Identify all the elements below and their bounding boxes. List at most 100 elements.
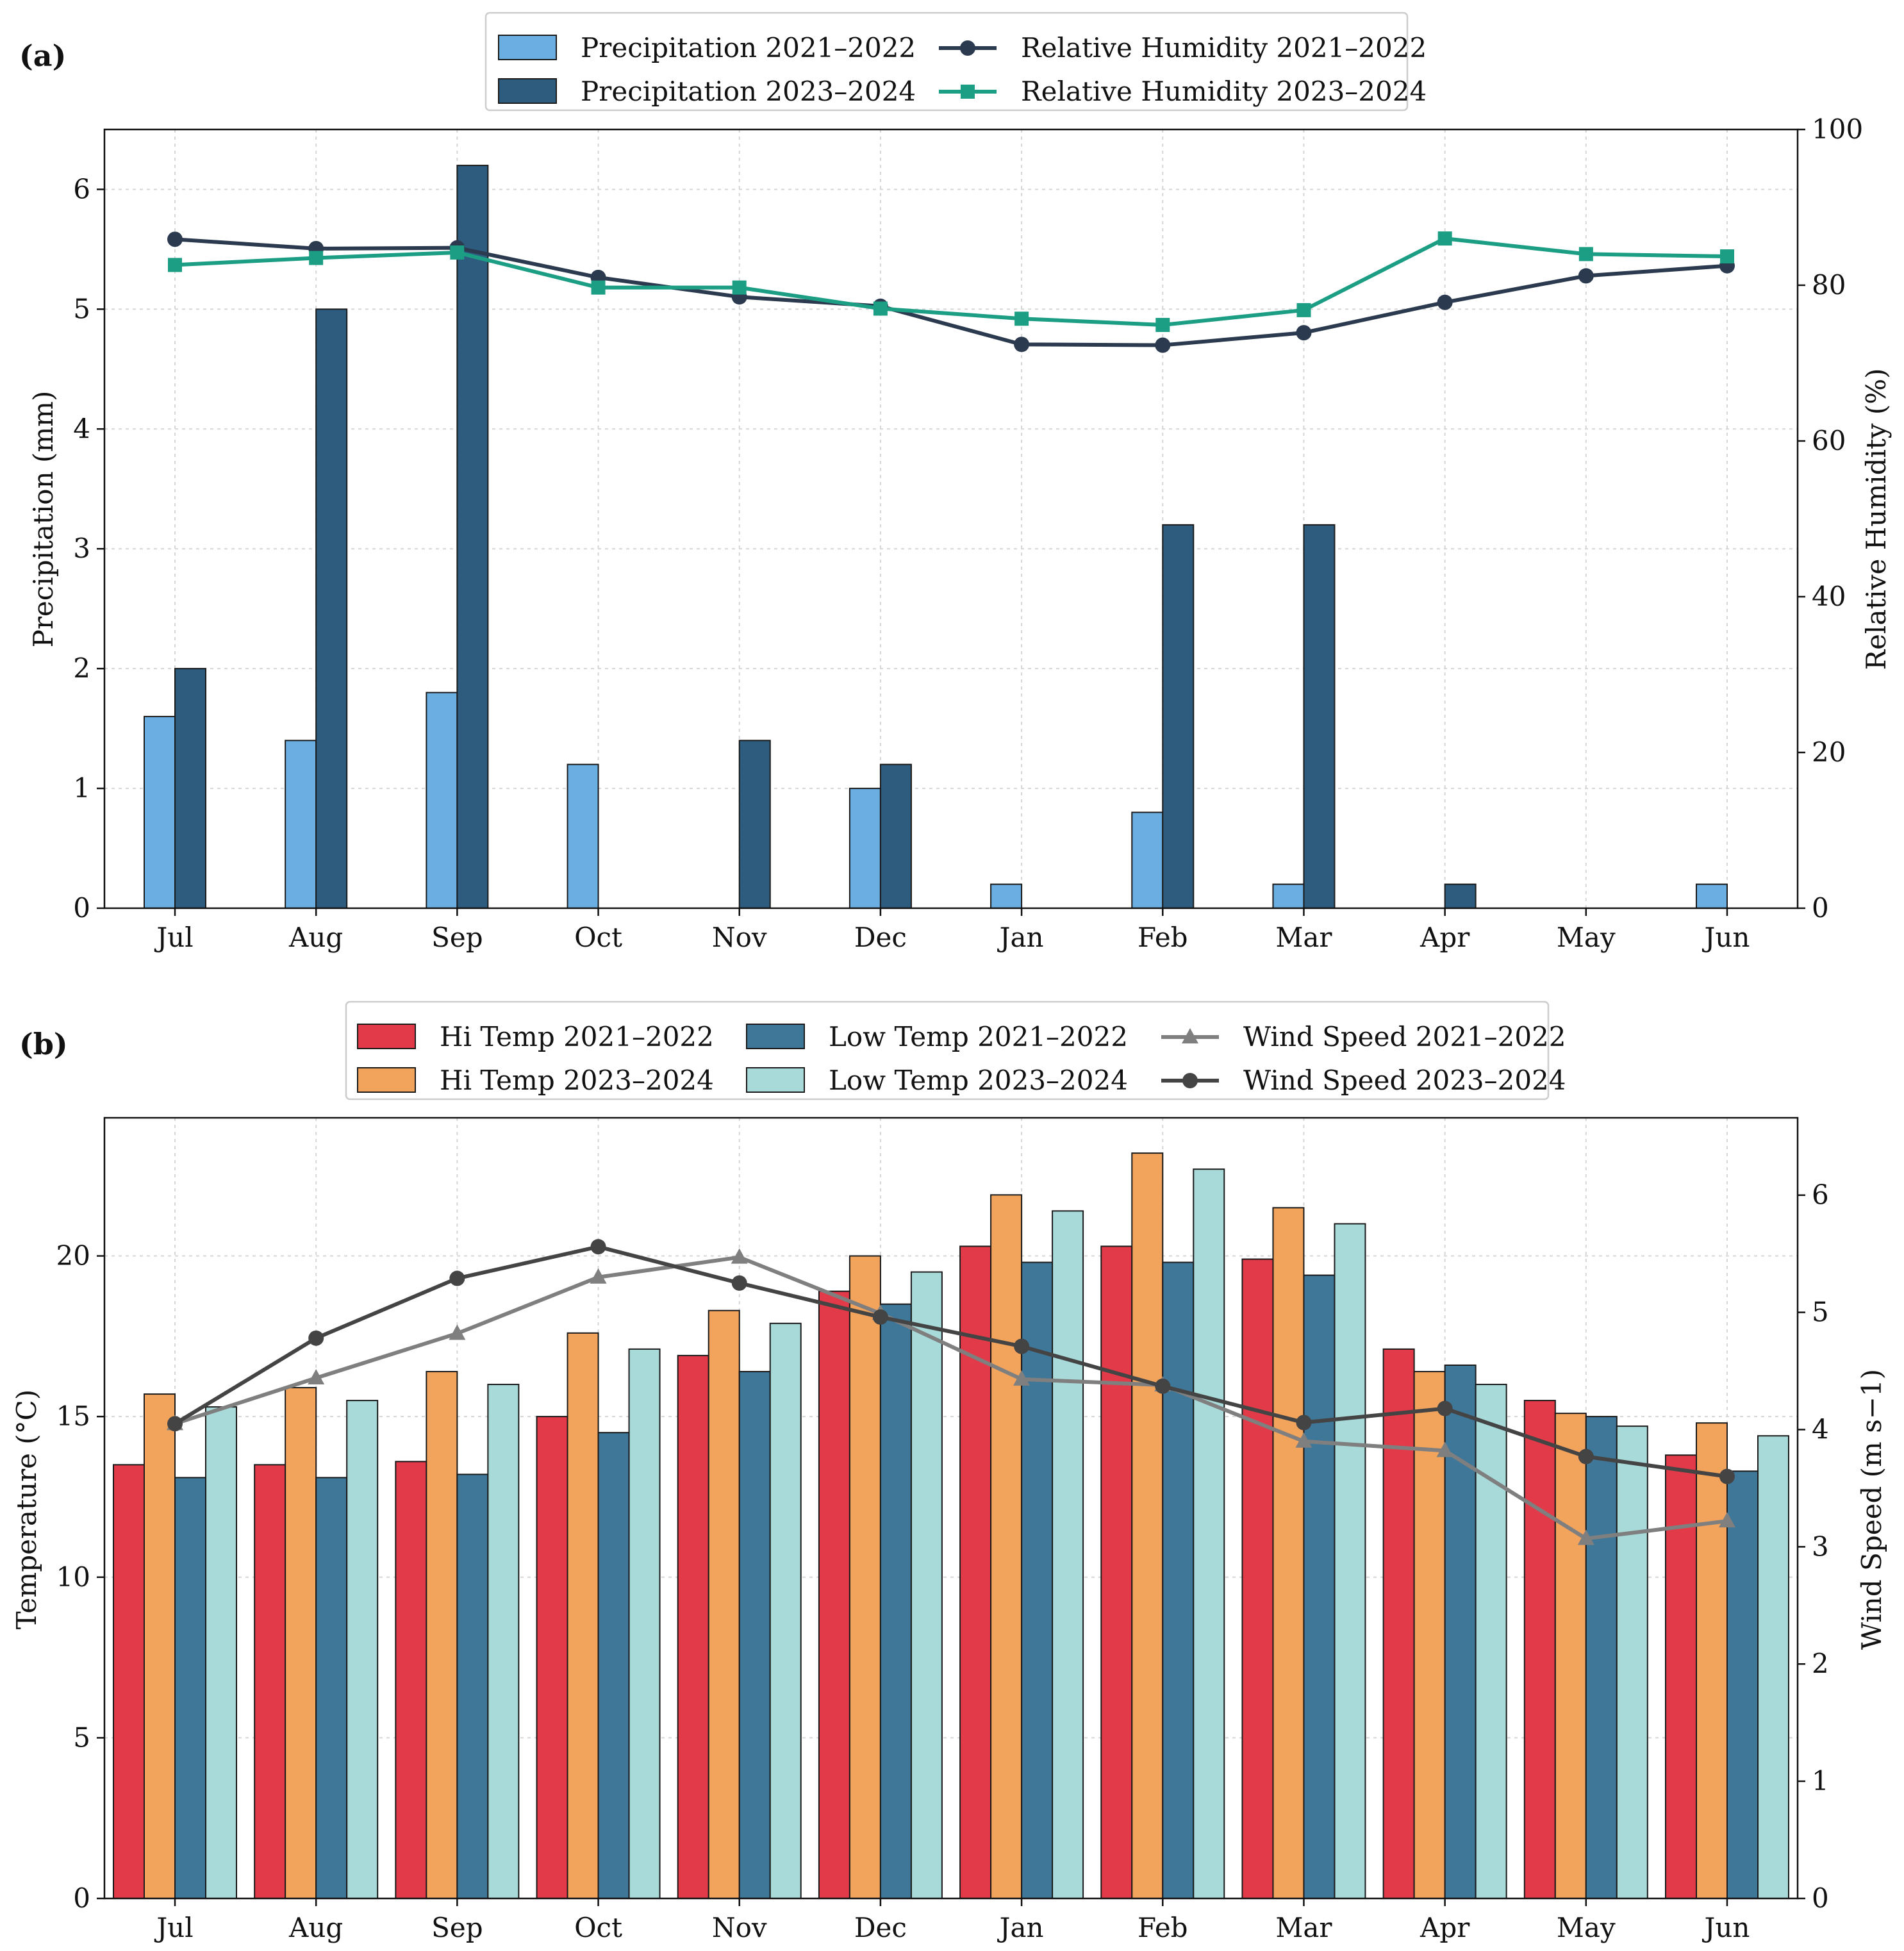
x-tick-label: Jul <box>154 922 193 953</box>
point-marker <box>1578 268 1594 284</box>
x-tick-label: Mar <box>1275 1912 1332 1943</box>
point-marker <box>309 251 324 265</box>
bar-precipitation-2021-2022 <box>849 788 881 909</box>
x-tick-label: Oct <box>574 1912 622 1943</box>
plot-frame <box>103 128 1799 909</box>
point-marker <box>731 1248 748 1264</box>
panel-a-lines <box>167 231 1735 353</box>
bar-precipitation-2023-2024 <box>1444 883 1477 909</box>
bar-precipitation-2021-2022 <box>426 692 458 909</box>
y2-tick-label: 100 <box>1812 113 1863 145</box>
bar-low-temp-2023-2024 <box>1193 1168 1225 1899</box>
point-marker <box>731 1275 747 1291</box>
y-tick-label: 5 <box>73 1722 90 1753</box>
legend-marker <box>1182 1073 1198 1088</box>
point-marker <box>450 245 465 260</box>
bar-hi-temp-2023-2024 <box>849 1255 881 1899</box>
bar-precipitation-2023-2024 <box>738 740 771 909</box>
point-marker <box>308 1369 325 1384</box>
x-tick-label: Jan <box>997 922 1044 953</box>
panel-a-y2label: Relative Humidity (%) <box>1860 368 1892 670</box>
series-line-relative-humidity-2021-2022 <box>174 237 1728 347</box>
point-marker <box>1436 1441 1453 1457</box>
legend-label: Precipitation 2023–2024 <box>581 76 916 107</box>
point-marker <box>590 1239 606 1255</box>
point-marker <box>449 1270 465 1286</box>
bar-hi-temp-2023-2024 <box>426 1370 458 1900</box>
panel-b-bars <box>113 1152 1789 1900</box>
legend-swatch <box>498 78 557 104</box>
y-tick-label: 0 <box>73 892 90 924</box>
panel-a-ylabel: Precipitation (mm) <box>28 391 59 648</box>
y2-tick-label: 6 <box>1812 1179 1829 1211</box>
bar-low-temp-2023-2024 <box>346 1400 379 1899</box>
y-tick-label: 6 <box>73 173 90 204</box>
legend-label: Hi Temp 2021–2022 <box>440 1021 714 1052</box>
bar-hi-temp-2023-2024 <box>285 1387 317 1900</box>
x-tick-label: May <box>1557 922 1616 953</box>
bar-hi-temp-2023-2024 <box>1272 1207 1305 1899</box>
bar-hi-temp-2023-2024 <box>1413 1370 1446 1900</box>
x-tick-label: Feb <box>1138 922 1188 953</box>
legend-label: Hi Temp 2023–2024 <box>440 1065 714 1096</box>
legend-frame <box>484 12 1409 112</box>
point-marker <box>1577 1529 1594 1545</box>
x-tick-label: Nov <box>712 1912 767 1943</box>
bar-low-temp-2021-2022 <box>1585 1416 1618 1900</box>
legend-label: Precipitation 2021–2022 <box>581 32 916 63</box>
x-tick-label: Aug <box>288 922 343 953</box>
bar-low-temp-2023-2024 <box>1616 1425 1648 1900</box>
y-tick-label: 2 <box>73 652 90 684</box>
y-tick-label: 4 <box>73 413 90 444</box>
bar-hi-temp-2023-2024 <box>1131 1152 1164 1899</box>
bar-low-temp-2021-2022 <box>879 1303 912 1899</box>
point-marker <box>1437 231 1452 246</box>
point-marker <box>1719 1468 1735 1484</box>
x-tick-label: Oct <box>574 922 622 953</box>
x-tick-label: Sep <box>431 922 483 953</box>
point-marker <box>873 301 888 316</box>
x-tick-label: Jun <box>1702 922 1750 953</box>
panel-label-a: (a) <box>19 38 66 73</box>
point-marker <box>1296 325 1312 341</box>
bar-hi-temp-2021-2022 <box>536 1416 568 1900</box>
bar-hi-temp-2023-2024 <box>990 1194 1023 1899</box>
y2-tick-label: 3 <box>1812 1531 1829 1562</box>
x-tick-label: Sep <box>431 1912 483 1943</box>
bar-low-temp-2021-2022 <box>1444 1364 1477 1900</box>
bar-low-temp-2021-2022 <box>1162 1261 1195 1899</box>
y2-tick-label: 0 <box>1812 892 1829 924</box>
panel-a-legend: Precipitation 2021–2022 Precipitation 202… <box>484 12 1427 112</box>
x-tick-label: Feb <box>1138 1912 1188 1943</box>
bar-low-temp-2023-2024 <box>1052 1210 1084 1899</box>
bar-hi-temp-2021-2022 <box>113 1464 145 1899</box>
x-tick-label: Dec <box>854 922 907 953</box>
legend-marker <box>1182 1028 1198 1043</box>
panel-b-legend: Hi Temp 2021–2022 Hi Temp 2023–2024 Low Te… <box>345 1000 1566 1100</box>
legend-marker <box>961 85 975 99</box>
y2-tick-label: 60 <box>1812 425 1846 456</box>
y2-tick-label: 40 <box>1812 581 1846 612</box>
panel-a: Jul Aug Sep Oct Nov Dec Jan Feb Mar Apr May Jun 0 1 2 3… <box>28 12 1892 953</box>
legend-frame <box>345 1000 1550 1100</box>
bar-hi-temp-2021-2022 <box>395 1461 427 1900</box>
legend-label: Relative Humidity 2021–2022 <box>1021 32 1427 63</box>
x-tick-label: Mar <box>1275 922 1332 953</box>
series-line-wind-speed-2023-2024 <box>174 1245 1728 1479</box>
bar-precipitation-2023-2024 <box>879 763 912 909</box>
bar-low-temp-2023-2024 <box>1334 1223 1366 1899</box>
bar-precipitation-2021-2022 <box>285 740 317 909</box>
panel-label-b: (b) <box>19 1027 68 1061</box>
panel-a-axes: Jul Aug Sep Oct Nov Dec Jan Feb Mar Apr May Jun 0 1 2 3… <box>73 113 1863 953</box>
legend-label: Relative Humidity 2023–2024 <box>1021 76 1427 107</box>
bar-low-temp-2021-2022 <box>1021 1261 1054 1899</box>
legend-label: Wind Speed 2023–2024 <box>1243 1065 1566 1096</box>
bar-hi-temp-2021-2022 <box>1100 1245 1133 1899</box>
y-tick-label: 0 <box>73 1882 90 1914</box>
point-marker <box>1295 1432 1312 1448</box>
panel-a-bars <box>144 165 1728 909</box>
bar-low-temp-2021-2022 <box>174 1477 206 1900</box>
panel-a-grid <box>104 129 1798 908</box>
point-marker <box>1296 303 1311 317</box>
